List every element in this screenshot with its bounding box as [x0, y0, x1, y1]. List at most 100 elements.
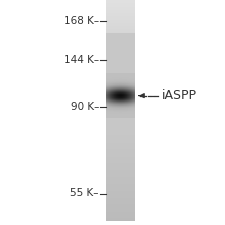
Bar: [116, 115, 117, 116]
Bar: [108, 109, 109, 110]
Bar: [128, 93, 129, 94]
Bar: [109, 109, 110, 110]
Bar: [132, 101, 133, 102]
Bar: [129, 93, 130, 94]
Bar: [119, 81, 120, 82]
Bar: [109, 75, 110, 76]
Bar: [118, 100, 119, 101]
Bar: [131, 82, 132, 83]
Bar: [132, 92, 133, 93]
Bar: [112, 90, 113, 91]
Bar: [129, 74, 130, 75]
Bar: [106, 88, 107, 89]
Bar: [125, 81, 126, 82]
Bar: [106, 34, 135, 35]
Bar: [118, 77, 119, 78]
Bar: [106, 157, 135, 158]
Bar: [116, 84, 117, 85]
Bar: [109, 90, 110, 91]
Bar: [122, 78, 123, 79]
Bar: [107, 109, 108, 110]
Bar: [131, 107, 132, 108]
Bar: [108, 87, 109, 88]
Bar: [123, 108, 124, 109]
Bar: [116, 98, 117, 99]
Bar: [106, 90, 107, 91]
Bar: [110, 87, 111, 88]
Bar: [131, 78, 132, 79]
Bar: [126, 102, 127, 103]
Bar: [111, 82, 112, 83]
Bar: [114, 111, 115, 112]
Bar: [116, 104, 117, 105]
Bar: [127, 99, 128, 100]
Bar: [128, 94, 129, 95]
Bar: [106, 141, 135, 142]
Bar: [133, 83, 134, 84]
Bar: [107, 110, 108, 111]
Bar: [116, 87, 117, 88]
Bar: [129, 90, 130, 91]
Bar: [122, 73, 123, 74]
Bar: [111, 73, 112, 74]
Bar: [107, 117, 108, 118]
Bar: [127, 117, 128, 118]
Bar: [106, 184, 135, 185]
Bar: [107, 97, 108, 98]
Bar: [122, 104, 123, 105]
Bar: [122, 80, 123, 81]
Bar: [106, 216, 135, 217]
Bar: [133, 115, 134, 116]
Bar: [106, 151, 135, 152]
Bar: [106, 87, 107, 88]
Bar: [108, 98, 109, 99]
Bar: [111, 98, 112, 99]
Bar: [106, 170, 135, 171]
Bar: [124, 90, 125, 91]
Bar: [120, 107, 121, 108]
Bar: [126, 83, 127, 84]
Bar: [125, 76, 126, 77]
Bar: [124, 100, 125, 101]
Bar: [126, 105, 127, 106]
Bar: [108, 88, 109, 89]
Bar: [129, 106, 130, 107]
Bar: [125, 84, 126, 85]
Bar: [106, 113, 107, 114]
Bar: [106, 153, 135, 154]
Bar: [131, 115, 132, 116]
Bar: [124, 102, 125, 103]
Bar: [127, 114, 128, 115]
Bar: [125, 102, 126, 103]
Bar: [109, 114, 110, 115]
Bar: [134, 79, 135, 80]
Bar: [127, 76, 128, 77]
Bar: [114, 106, 115, 107]
Bar: [133, 99, 134, 100]
Bar: [129, 107, 130, 108]
Bar: [115, 86, 116, 87]
Bar: [109, 106, 110, 107]
Bar: [116, 76, 117, 77]
Bar: [113, 93, 114, 94]
Bar: [133, 75, 134, 76]
Bar: [117, 104, 118, 105]
Bar: [122, 85, 123, 86]
Bar: [117, 98, 118, 99]
Bar: [106, 177, 135, 178]
Bar: [106, 155, 135, 156]
Bar: [110, 82, 111, 83]
Bar: [106, 45, 135, 46]
Bar: [112, 88, 113, 89]
Bar: [106, 71, 135, 72]
Bar: [126, 78, 127, 79]
Bar: [128, 84, 129, 85]
Bar: [119, 113, 120, 114]
Bar: [106, 7, 135, 8]
Bar: [125, 91, 126, 92]
Bar: [117, 106, 118, 107]
Bar: [130, 75, 131, 76]
Bar: [121, 76, 122, 77]
Bar: [117, 111, 118, 112]
Bar: [111, 76, 112, 77]
